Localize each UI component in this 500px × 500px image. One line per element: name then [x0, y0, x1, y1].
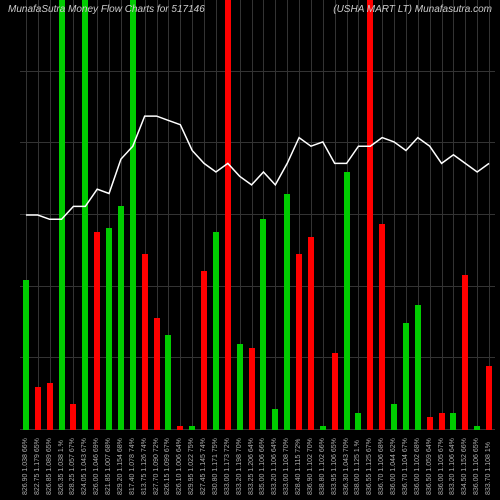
x-axis-label: 826.85 1.089 65% [46, 430, 53, 495]
bar [142, 254, 148, 430]
price-line [26, 116, 489, 219]
bar [427, 417, 433, 430]
bar [59, 0, 65, 430]
x-axis-label: 835.00 1.106 66% [259, 430, 266, 495]
bar [284, 194, 290, 431]
x-axis-label: 826.15 1.099 67% [164, 430, 171, 495]
bar [332, 353, 338, 430]
bar [82, 0, 88, 430]
bar [213, 232, 219, 430]
bar [308, 237, 314, 431]
bar [118, 206, 124, 430]
x-axis-labels: 826.90 1.038 66% 822.75 1.179 65% 826.85 1… [20, 430, 495, 500]
bar [486, 366, 492, 431]
x-axis-label: 834.50 1.152 66% [461, 430, 468, 495]
bar [154, 318, 160, 430]
header-title-right: (USHA MART LT) Munafasutra.com [333, 4, 492, 15]
x-axis-label: 836.70 1.104 67% [402, 430, 409, 495]
bar [296, 254, 302, 430]
bar [201, 271, 207, 430]
bar [379, 224, 385, 430]
bar [272, 409, 278, 431]
x-axis-label: 836.00 1.105 67% [438, 430, 445, 495]
bar [225, 0, 231, 430]
x-axis-label: 838.80 1.102 66% [319, 430, 326, 495]
x-axis-label: 833.95 1.106 65% [331, 430, 338, 495]
x-axis-label: 833.20 1.106 64% [271, 430, 278, 495]
x-axis-label: 827.45 1.145 74% [200, 430, 207, 495]
x-axis-label: 833.25 1.206 64% [248, 430, 255, 495]
bar [70, 404, 76, 430]
x-axis-label: 826.35 1.038 1.% [58, 430, 65, 495]
x-axis-label: 836.00 1.044 62% [390, 430, 397, 495]
x-axis-label: 829.95 1.022 75% [188, 430, 195, 495]
line-overlay [20, 0, 495, 430]
bar [35, 387, 41, 430]
x-axis-label: 836.55 1.125 67% [366, 430, 373, 495]
x-axis-label: 838.00 1.125 1.% [354, 430, 361, 495]
bar [130, 0, 136, 430]
bar [106, 228, 112, 430]
bar [94, 232, 100, 430]
bar [450, 413, 456, 430]
bar [462, 275, 468, 430]
x-axis-label: 836.00 1.102 68% [414, 430, 421, 495]
x-axis-label: 836.30 1.043 70% [343, 430, 350, 495]
header-title-left: MunafaSutra Money Flow Charts for 517146 [8, 4, 205, 15]
x-axis-label: 836.00 1.106 65% [473, 430, 480, 495]
x-axis-label: 827.70 1.090 72% [153, 430, 160, 495]
chart-area [20, 0, 495, 430]
bar [439, 413, 445, 430]
x-axis-label: 829.20 1.154 68% [117, 430, 124, 495]
bar [415, 305, 421, 430]
x-axis-label: 828.40 1.115 72% [295, 430, 302, 495]
x-axis-label: 833.70 1.108 1% [485, 430, 492, 495]
x-axis-label: 824.05 1.043 67% [81, 430, 88, 495]
x-axis-label: 833.00 1.108 70% [283, 430, 290, 495]
x-axis-label: 836.50 1.059 64% [426, 430, 433, 495]
x-axis-label: 833.00 1.173 72% [224, 430, 231, 495]
x-axis-label: 836.70 1.106 68% [378, 430, 385, 495]
x-axis-label: 826.10 1.006 64% [176, 430, 183, 495]
x-axis-label: 833.20 1.106 64% [449, 430, 456, 495]
bar [260, 219, 266, 430]
x-axis-label: 830.80 1.171 75% [212, 430, 219, 495]
x-axis-label: 826.90 1.038 66% [22, 430, 29, 495]
bar [355, 413, 361, 430]
bar [403, 323, 409, 431]
x-axis-label: 821.85 1.007 68% [105, 430, 112, 495]
bar [23, 280, 29, 431]
x-axis-label: 817.40 1.078 74% [129, 430, 136, 495]
x-axis-label: 813.75 1.126 74% [141, 430, 148, 495]
x-axis-label: 826.00 1.046 69% [93, 430, 100, 495]
bar [249, 348, 255, 430]
x-axis-label: 822.75 1.179 65% [34, 430, 41, 495]
chart-header: MunafaSutra Money Flow Charts for 517146… [0, 4, 500, 15]
x-axis-label: 836.90 1.102 70% [307, 430, 314, 495]
x-axis-label: 833.20 1.198 70% [236, 430, 243, 495]
x-axis-label: 828.25 1.057 67% [69, 430, 76, 495]
bar [367, 0, 373, 430]
bar [391, 404, 397, 430]
bar [47, 383, 53, 430]
bar [344, 172, 350, 430]
bar [165, 335, 171, 430]
bar [237, 344, 243, 430]
